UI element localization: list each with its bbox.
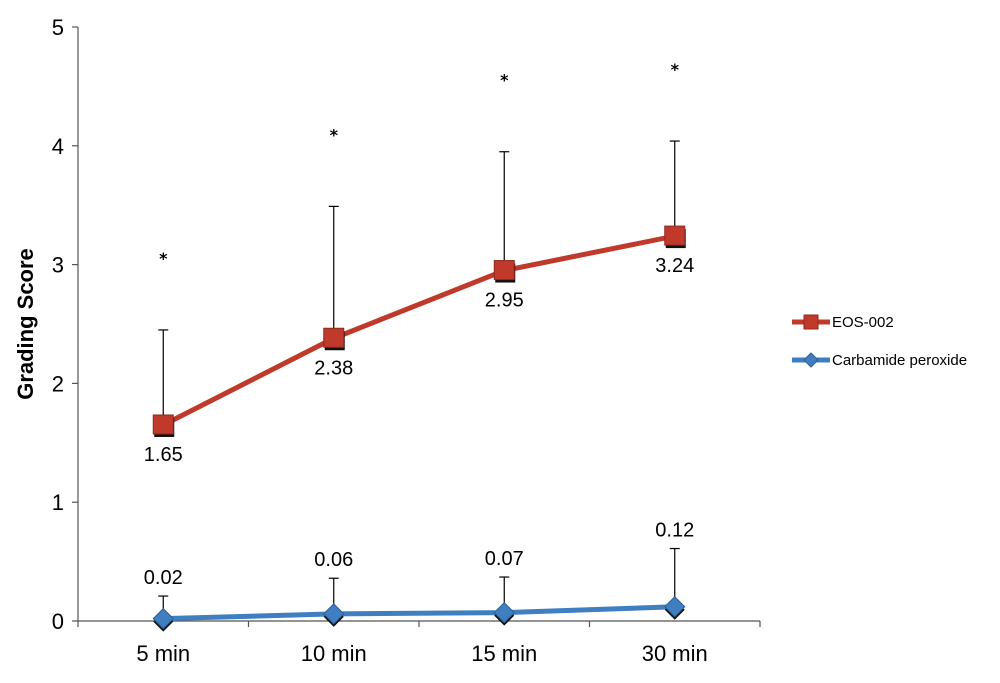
y-tick-label: 4 <box>52 134 64 159</box>
data-label: 0.07 <box>485 548 524 570</box>
data-label: 0.02 <box>144 567 183 589</box>
data-point <box>493 260 515 281</box>
data-label: 2.38 <box>314 357 353 379</box>
y-axis-title: Grading Score <box>13 248 38 400</box>
data-point <box>323 603 345 625</box>
y-tick-label: 1 <box>52 490 64 515</box>
series-carbamide-peroxide <box>152 596 686 632</box>
data-label: 0.12 <box>655 520 694 542</box>
y-tick-label: 3 <box>52 253 64 278</box>
x-tick-label: 30 min <box>642 641 708 666</box>
legend: EOS-002 Carbamide peroxide <box>792 314 967 369</box>
data-label: 3.24 <box>655 255 694 277</box>
series-line <box>163 604 675 622</box>
series-eos-002 <box>152 225 686 437</box>
data-label: 0.06 <box>314 549 353 571</box>
significance-mark: * <box>500 71 509 90</box>
legend-marker <box>803 352 819 368</box>
x-tick-label: 15 min <box>471 641 537 666</box>
data-point <box>152 607 174 630</box>
legend-item: Carbamide peroxide <box>792 352 967 369</box>
data-label: 1.65 <box>144 444 183 466</box>
significance-mark: * <box>330 125 339 144</box>
legend-marker <box>803 314 819 330</box>
x-tick-label: 5 min <box>136 641 190 666</box>
data-point <box>664 225 686 246</box>
data-point <box>664 596 686 618</box>
data-point <box>323 327 345 348</box>
legend-item: EOS-002 <box>792 314 894 331</box>
data-label: 2.95 <box>485 290 524 312</box>
y-tick-label: 5 <box>52 15 64 40</box>
error-bars <box>158 140 680 619</box>
x-tick-label: 10 min <box>301 641 367 666</box>
y-tick-label: 2 <box>52 371 64 396</box>
axes: 0 1 2 3 4 5 5 min 10 min 15 min 30 min Grading Sco… <box>13 15 761 666</box>
data-point <box>152 414 174 435</box>
data-labels: 1.65 2.38 2.95 3.24 * * * * 0.02 0.06 0.07 0.12 <box>144 60 694 589</box>
y-tick-label: 0 <box>52 609 64 634</box>
significance-mark: * <box>671 60 680 79</box>
legend-label: Carbamide peroxide <box>832 352 967 369</box>
data-point <box>493 601 515 624</box>
series <box>152 225 686 632</box>
significance-mark: * <box>159 249 168 268</box>
legend-label: EOS-002 <box>832 314 894 331</box>
series-line <box>162 233 676 428</box>
